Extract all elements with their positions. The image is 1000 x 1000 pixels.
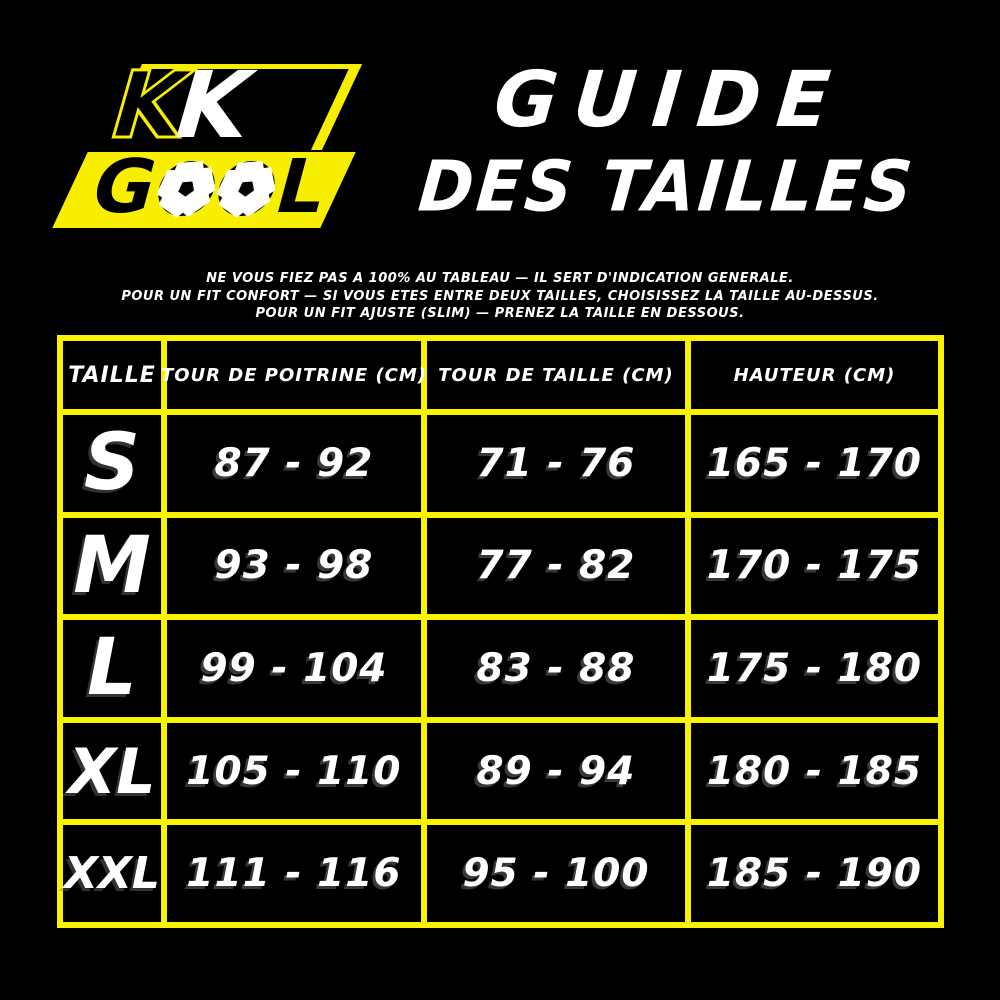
chest-range-m: 93 - 98 [167, 517, 421, 615]
logo-gool-text: G [82, 144, 336, 230]
disclaimer-text: NE VOUS FIEZ PAS A 100% AU TABLEAU — IL … [0, 270, 1000, 323]
height-range-l: 175 - 180 [691, 620, 938, 717]
col-header-hauteur: HAUTEUR (CM) [691, 341, 938, 409]
chest-range-xl: 105 - 110 [167, 722, 421, 820]
chest-range-s: 87 - 92 [167, 415, 421, 512]
col-header-taille-cm: TOUR DE TAILLE (CM) [427, 341, 685, 409]
col-header-taille: TAILLE [63, 341, 161, 409]
size-label-m: M [63, 517, 161, 615]
logo-letter-g: G [82, 144, 167, 230]
waist-range-l: 83 - 88 [427, 620, 685, 717]
waist-range-xl: 89 - 94 [427, 722, 685, 820]
height-range-m: 170 - 175 [691, 517, 938, 615]
soccer-ball-icon [216, 160, 276, 218]
height-range-xl: 180 - 185 [691, 722, 938, 820]
page-title-line2: DES TAILLES [415, 145, 919, 228]
page-title-line1: GUIDE [490, 56, 850, 145]
waist-range-xxl: 95 - 100 [427, 825, 685, 922]
brand-logo: KK G [0, 0, 440, 250]
height-range-s: 165 - 170 [691, 415, 938, 512]
page-title: GUIDE DES TAILLES [370, 56, 970, 227]
size-table: TAILLE TOUR DE POITRINE (CM) TOUR DE TAI… [57, 335, 944, 928]
chest-range-l: 99 - 104 [167, 620, 421, 717]
height-range-xxl: 185 - 190 [691, 825, 938, 922]
size-label-xxl: XXL [63, 825, 161, 922]
disclaimer-line: POUR UN FIT AJUSTE (SLIM) — PRENEZ LA TA… [255, 306, 745, 321]
waist-range-m: 77 - 82 [427, 517, 685, 615]
chest-range-xxl: 111 - 116 [167, 825, 421, 922]
size-label-l: L [63, 620, 161, 717]
size-label-s: S [63, 415, 161, 512]
col-header-poitrine: TOUR DE POITRINE (CM) [161, 341, 426, 409]
disclaimer-line: POUR UN FIT CONFORT — SI VOUS ETES ENTRE… [121, 288, 879, 304]
soccer-ball-icon [156, 160, 216, 218]
logo-kk-text: KK [97, 51, 260, 161]
waist-range-s: 71 - 76 [427, 415, 685, 512]
size-label-xl: XL [63, 722, 161, 820]
disclaimer-line: NE VOUS FIEZ PAS A 100% AU TABLEAU — IL … [206, 271, 794, 286]
